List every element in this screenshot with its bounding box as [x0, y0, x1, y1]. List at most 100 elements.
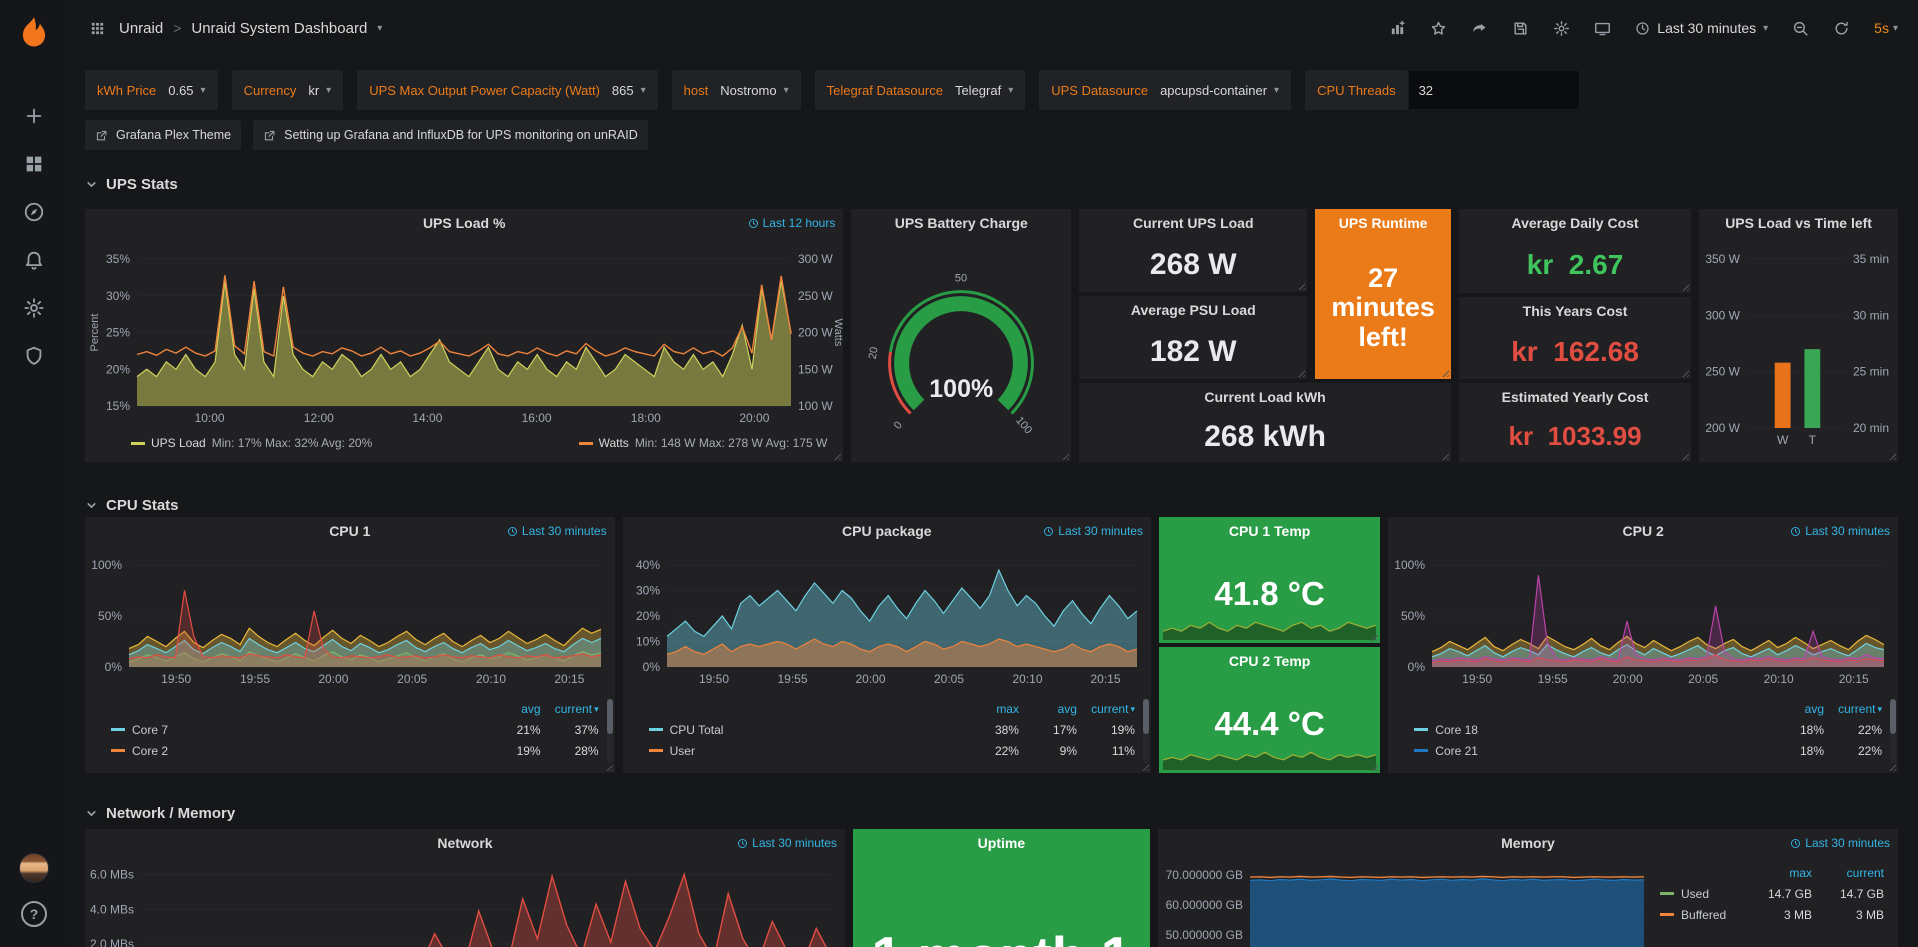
legend-series[interactable]: User: [648, 744, 961, 758]
time-range-override: Last 30 minutes: [1790, 829, 1890, 857]
dashboard-link-ups-guide[interactable]: Setting up Grafana and InfluxDB for UPS …: [253, 120, 648, 150]
time-range-override: Last 30 minutes: [737, 829, 837, 857]
stat-value: 41.8 °C: [1214, 575, 1325, 612]
refresh-interval-select[interactable]: 5s ▾: [1874, 20, 1898, 36]
memory-chart[interactable]: 70.000000 GB 60.000000 GB 50.000000 GB: [1158, 857, 1654, 947]
clock-icon: [737, 838, 748, 849]
add-panel-icon[interactable]: [1389, 20, 1406, 37]
caret-down-icon[interactable]: ▾: [377, 22, 383, 34]
variable-telegraf-datasource[interactable]: Telegraf Datasource Telegraf ▾: [814, 70, 1026, 110]
legend-sort-current[interactable]: current: [1846, 866, 1885, 880]
legend-sort-avg[interactable]: avg: [521, 702, 541, 716]
svg-text:60.000000 GB: 60.000000 GB: [1166, 898, 1243, 912]
legend-series[interactable]: Used: [1660, 887, 1740, 901]
tv-mode-icon[interactable]: [1594, 20, 1611, 37]
sidebar: ?: [0, 0, 68, 947]
legend-sort-avg[interactable]: avg: [1804, 702, 1824, 716]
save-icon[interactable]: [1512, 20, 1529, 37]
svg-text:0%: 0%: [105, 660, 123, 674]
section-cpu-stats[interactable]: CPU Stats: [85, 493, 1898, 517]
svg-text:15%: 15%: [106, 399, 130, 413]
settings-gear-icon[interactable]: [1553, 20, 1570, 37]
svg-text:20:10: 20:10: [1012, 672, 1042, 686]
cpu1-chart[interactable]: 100% 50% 0% 19:50 19:55 20:00 20:05 20:10 20:15: [85, 545, 615, 695]
svg-text:250 W: 250 W: [798, 289, 833, 303]
cpu2-chart[interactable]: 100% 50% 0% 19:50 19:55 20:00 20:05 20:10 20:15: [1388, 545, 1898, 695]
legend-series[interactable]: Core 21: [1414, 744, 1766, 758]
svg-text:0%: 0%: [642, 660, 660, 674]
legend-series[interactable]: Core 18: [1414, 723, 1766, 737]
legend-sort-max[interactable]: max: [996, 702, 1019, 716]
svg-text:19:55: 19:55: [240, 672, 270, 686]
cpu-threads-input[interactable]: [1407, 70, 1580, 110]
legend-sort-current[interactable]: current ▾: [1838, 702, 1882, 716]
svg-text:70.000000 GB: 70.000000 GB: [1166, 868, 1243, 882]
share-icon[interactable]: [1471, 20, 1488, 37]
external-link-icon: [263, 129, 276, 142]
variable-ups-datasource[interactable]: UPS Datasource apcupsd-container ▾: [1039, 70, 1292, 110]
legend-scrollbar[interactable]: [606, 699, 613, 763]
server-admin-shield-icon[interactable]: [17, 339, 51, 373]
svg-text:20:05: 20:05: [934, 672, 964, 686]
ups-load-chart[interactable]: 35% 30% 25% 20% 15% Percent 300 W 250 W 200 W 150…: [85, 237, 843, 432]
cpu-package-chart[interactable]: 40% 30% 20% 10% 0% 19:50 19:55 20:00 20:05 20:10 2…: [623, 545, 1151, 695]
user-avatar[interactable]: [19, 853, 49, 883]
legend-sort-current[interactable]: current ▾: [554, 702, 599, 716]
panel-average-psu-load: Average PSU Load 182 W: [1079, 296, 1308, 379]
variable-kwh-price[interactable]: kWh Price 0.65 ▾: [85, 70, 218, 110]
legend-scrollbar[interactable]: [1142, 699, 1149, 763]
panel-cpu1: CPU 1 Last 30 minutes 100% 50% 0% 19:50 19:5…: [85, 517, 615, 773]
grafana-logo-icon[interactable]: [15, 14, 53, 52]
svg-text:35 min: 35 min: [1853, 252, 1889, 266]
refresh-icon[interactable]: [1833, 20, 1850, 37]
section-network-memory[interactable]: Network / Memory: [85, 801, 1898, 825]
help-icon[interactable]: ?: [21, 901, 47, 927]
dashboard-grid-icon[interactable]: [85, 16, 109, 40]
panel-cpu2-temp: CPU 2 Temp 44.4 °C: [1158, 647, 1381, 773]
explore-compass-icon[interactable]: [17, 195, 51, 229]
battery-gauge[interactable]: 100% 0 20 50 100: [851, 237, 1071, 462]
svg-text:14:00: 14:00: [412, 411, 442, 425]
stat-value: 268 W: [1149, 247, 1237, 281]
network-chart[interactable]: 6.0 MBs 4.0 MBs 2.0 MBs: [85, 857, 845, 947]
variable-ups-max-power[interactable]: UPS Max Output Power Capacity (Watt) 865…: [357, 70, 658, 110]
legend-series[interactable]: Buffered: [1660, 908, 1740, 922]
legend-series[interactable]: CPU Total: [648, 723, 961, 737]
dashboards-icon[interactable]: [17, 147, 51, 181]
configuration-gear-icon[interactable]: [17, 291, 51, 325]
legend-row: Core 7 21% 37%: [111, 719, 599, 740]
panel-header-ups-load[interactable]: UPS Load % Last 12 hours: [85, 209, 843, 237]
svg-text:19:55: 19:55: [777, 672, 807, 686]
cost-stats-column: Average Daily Cost kr 2.67 This Years Co…: [1458, 209, 1692, 462]
dashboard-title[interactable]: Unraid System Dashboard: [191, 19, 368, 37]
caret-down-icon: ▾: [200, 84, 206, 96]
breadcrumb-folder[interactable]: Unraid: [119, 19, 164, 37]
zoom-out-icon[interactable]: [1792, 20, 1809, 37]
star-icon[interactable]: [1430, 20, 1447, 37]
legend-sort-avg[interactable]: avg: [1057, 702, 1077, 716]
legend-sort-current[interactable]: current ▾: [1091, 702, 1135, 716]
ups-load-vs-time-chart[interactable]: 350 W 300 W 250 W 200 W 35 min 30 min 25 min 20…: [1699, 237, 1898, 462]
legend-sort-max[interactable]: max: [1789, 866, 1813, 880]
legend-series-ups-load[interactable]: UPS Load Min: 17% Max: 32% Avg: 20%: [131, 436, 372, 450]
create-plus-icon[interactable]: [17, 99, 51, 133]
legend-series[interactable]: Core 2: [111, 744, 483, 758]
section-ups-stats[interactable]: UPS Stats: [85, 172, 1898, 196]
legend-scrollbar[interactable]: [1890, 699, 1896, 763]
svg-text:30%: 30%: [636, 584, 660, 598]
time-picker[interactable]: Last 30 minutes ▾: [1635, 20, 1768, 36]
variable-currency[interactable]: Currency kr ▾: [231, 70, 344, 110]
legend-series[interactable]: Core 7: [111, 723, 483, 737]
dashboard-link-plex-theme[interactable]: Grafana Plex Theme: [85, 120, 242, 150]
legend-series-watts[interactable]: Watts Min: 148 W Max: 278 W Avg: 175 W: [578, 436, 827, 450]
legend-row: User 22% 9% 11%: [648, 740, 1135, 761]
svg-text:150 W: 150 W: [798, 362, 833, 376]
svg-text:200 W: 200 W: [798, 326, 833, 340]
navbar: Unraid > Unraid System Dashboard ▾ Last …: [85, 0, 1898, 56]
svg-text:50: 50: [955, 273, 967, 285]
variable-host[interactable]: host Nostromo ▾: [671, 70, 801, 110]
refresh-interval-label: 5s: [1874, 20, 1889, 36]
ups-stats-column: Current UPS Load 268 W Average PSU Load …: [1079, 209, 1451, 462]
panel-header-battery[interactable]: UPS Battery Charge: [894, 215, 1028, 231]
alerting-bell-icon[interactable]: [17, 243, 51, 277]
